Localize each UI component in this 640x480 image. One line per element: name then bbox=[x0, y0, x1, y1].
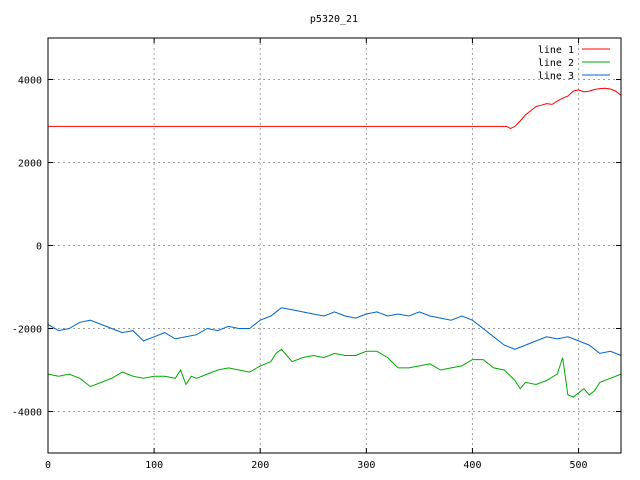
series-line-line-2 bbox=[47, 348, 622, 398]
x-tick-label: 100 bbox=[145, 460, 163, 471]
legend-label: line 2 bbox=[538, 58, 574, 69]
legend-label: line 3 bbox=[538, 71, 574, 82]
x-tick-label: 500 bbox=[570, 460, 588, 471]
series-line-line-3 bbox=[47, 307, 622, 356]
x-tick-label: 400 bbox=[463, 460, 481, 471]
legend: line 1 line 2 line 3 bbox=[538, 45, 610, 82]
chart-title: p5320_21 bbox=[310, 14, 358, 25]
grid bbox=[48, 38, 621, 453]
x-tick-label: 300 bbox=[357, 460, 375, 471]
y-tick-label: 4000 bbox=[18, 76, 42, 87]
y-tick-label: -2000 bbox=[12, 325, 42, 336]
x-axis: 0 100 200 300 400 500 bbox=[45, 38, 588, 471]
legend-label: line 1 bbox=[538, 45, 574, 56]
y-axis: -4000 -2000 0 2000 4000 bbox=[12, 76, 621, 419]
y-tick-label: 0 bbox=[36, 242, 42, 253]
y-tick-label: -4000 bbox=[12, 408, 42, 419]
x-tick-label: 200 bbox=[251, 460, 269, 471]
x-tick-label: 0 bbox=[45, 460, 51, 471]
series-line-line-1 bbox=[48, 87, 622, 130]
series-layer bbox=[47, 87, 622, 398]
y-tick-label: 2000 bbox=[18, 159, 42, 170]
